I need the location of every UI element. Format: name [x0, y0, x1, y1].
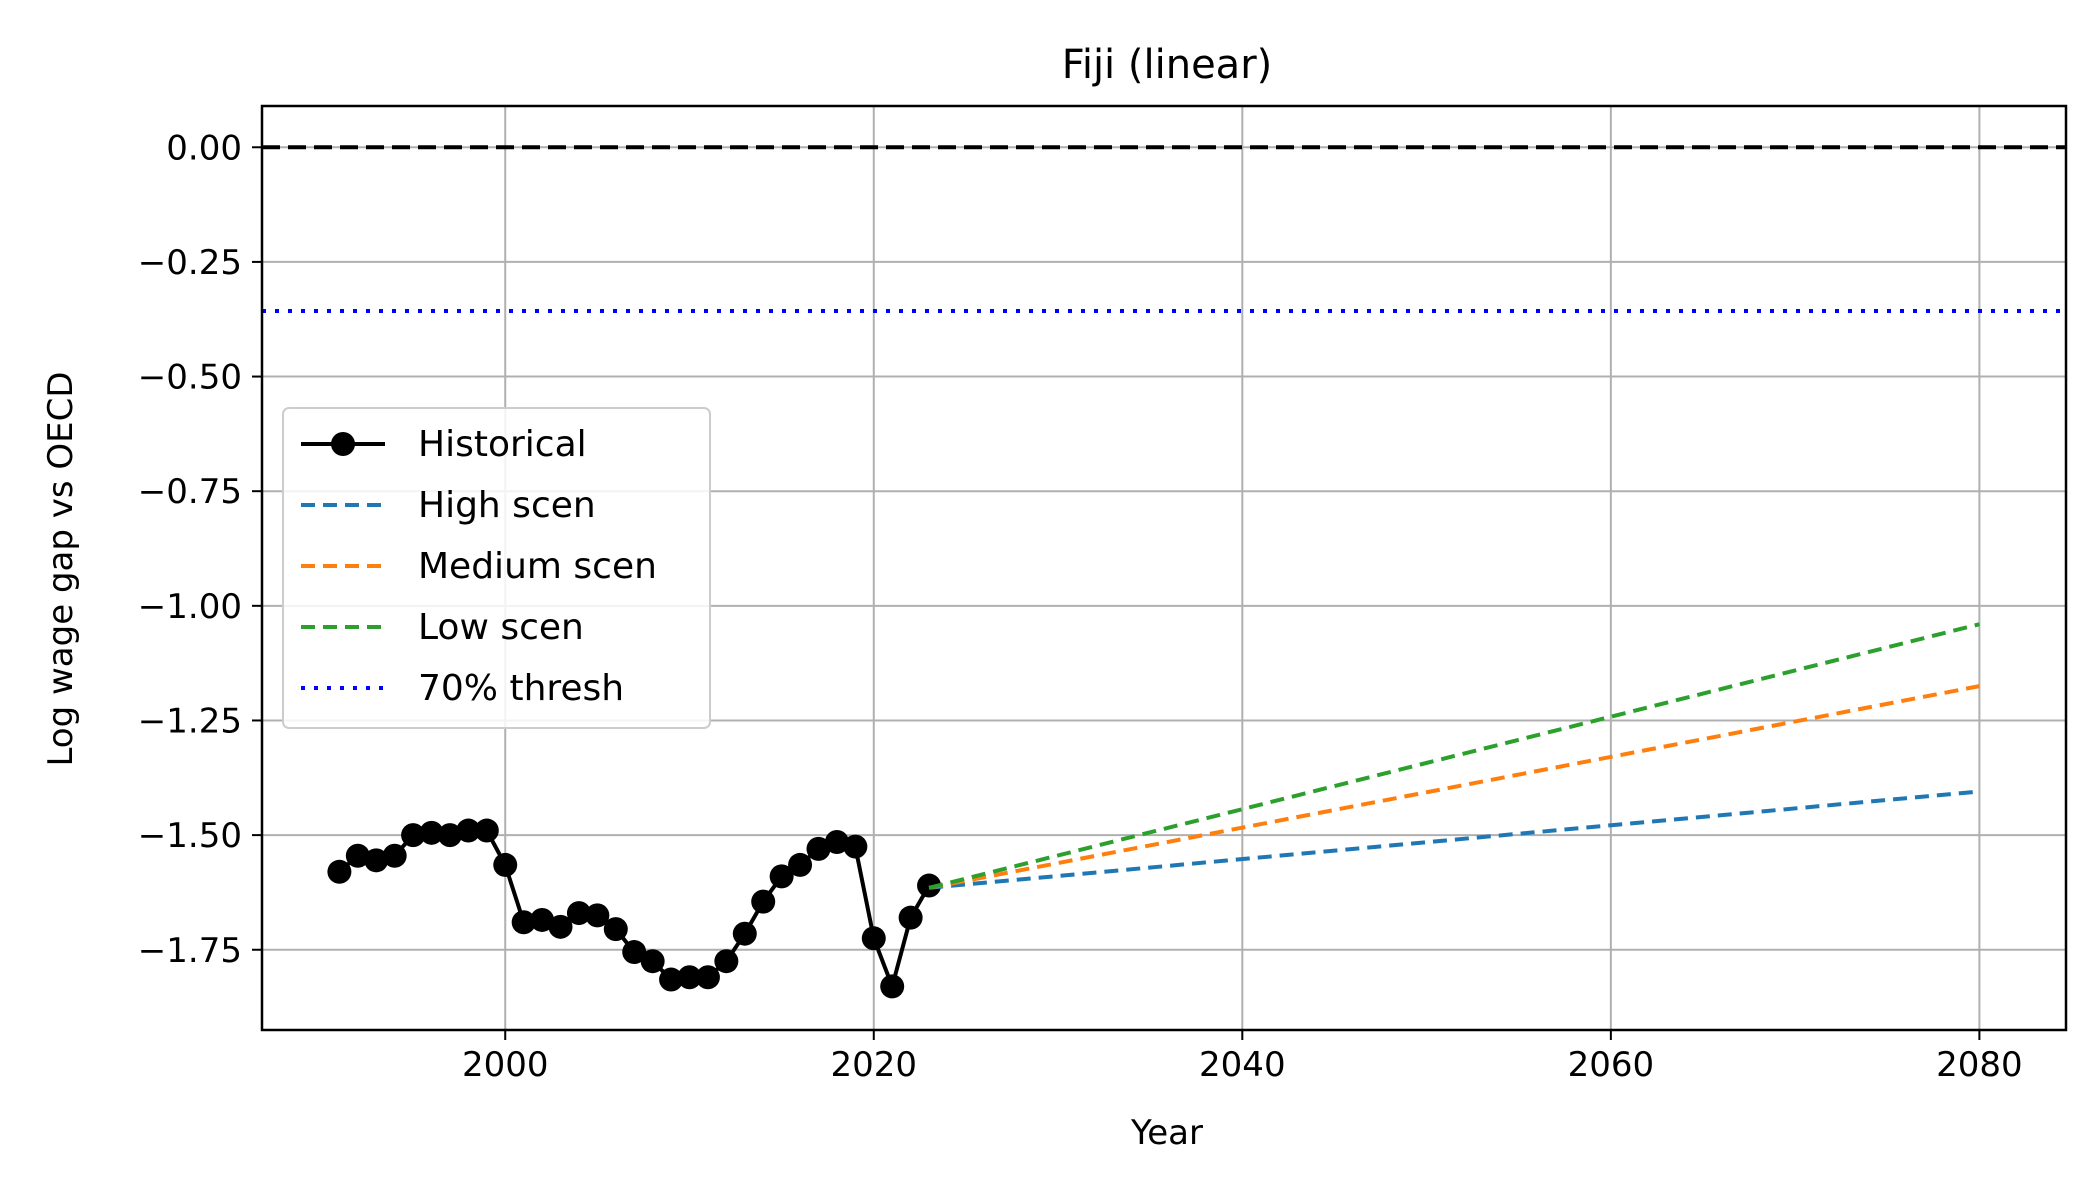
legend-label: Medium scen — [418, 546, 657, 587]
series-0-point — [474, 818, 499, 843]
legend-box — [282, 407, 711, 729]
x-tick-label: 2000 — [462, 1045, 549, 1085]
y-tick-label: −1.00 — [138, 587, 242, 627]
series-0-point — [345, 843, 370, 868]
series-0-point — [603, 917, 628, 942]
y-tick-label: 0.00 — [166, 128, 242, 168]
series-0-point — [843, 834, 868, 859]
series-0-point — [419, 820, 444, 845]
series-0-point — [566, 901, 591, 926]
series-0-point — [382, 843, 407, 868]
series-layer — [262, 145, 2066, 999]
legend-label: High scen — [418, 485, 596, 526]
series-0-point — [861, 926, 886, 951]
y-tick-label: −0.25 — [138, 243, 242, 283]
series-0-point — [677, 965, 702, 990]
series-0-point — [806, 836, 831, 861]
series-0-point — [622, 940, 647, 965]
x-axis-label: Year — [1130, 1113, 1203, 1153]
series-0-point — [364, 848, 389, 873]
series-0-point — [585, 903, 610, 928]
y-tick-label: −0.75 — [138, 472, 242, 512]
series-0-point — [824, 829, 849, 854]
series-0-point — [659, 967, 684, 992]
x-tick-label: 2020 — [831, 1045, 918, 1085]
series-1-line — [928, 789, 1980, 890]
x-tick-label: 2080 — [1936, 1045, 2023, 1085]
series-0-point — [788, 852, 813, 877]
y-tick-label: −1.50 — [138, 816, 242, 856]
legend-label: Low scen — [418, 607, 584, 648]
series-0-point — [769, 864, 794, 889]
series-0-point — [437, 823, 462, 848]
series-0-point — [695, 965, 720, 990]
y-tick-label: −1.25 — [138, 701, 242, 741]
series-0-point — [401, 823, 426, 848]
series-0-point — [548, 914, 573, 939]
series-2-line — [928, 684, 1980, 890]
series-0-point — [732, 921, 757, 946]
x-tick-label: 2040 — [1199, 1045, 1286, 1085]
legend: Historical High scen Medium scen Low scen 70… — [282, 407, 711, 729]
legend-label: 70% thresh — [418, 668, 624, 709]
legend-label: Historical — [418, 424, 587, 465]
series-0-point — [880, 974, 905, 999]
series-0-point — [917, 873, 942, 898]
legend-marker — [331, 432, 355, 456]
series-0-point — [511, 910, 536, 935]
series-0-point — [640, 949, 665, 974]
series-0-point — [530, 907, 555, 932]
series-0-point — [456, 818, 481, 843]
plot-frame — [260, 104, 2068, 1032]
axes: 2000 2020 2040 2060 2080 0.00 −0.25 −0.50 −0.75 −… — [138, 104, 2068, 1085]
series-0-point — [493, 852, 518, 877]
chart-title: Fiji (linear) — [1062, 42, 1273, 88]
y-tick-label: −1.75 — [138, 931, 242, 971]
series-0-point — [714, 949, 739, 974]
series-0-point — [327, 859, 352, 884]
x-tick-label: 2060 — [1568, 1045, 1655, 1085]
series-0-point — [751, 889, 776, 914]
y-axis-label: Log wage gap vs OECD — [41, 371, 81, 766]
y-tick-label: −0.50 — [138, 358, 242, 398]
series-3-line — [928, 622, 1980, 890]
series-0-point — [898, 905, 923, 930]
